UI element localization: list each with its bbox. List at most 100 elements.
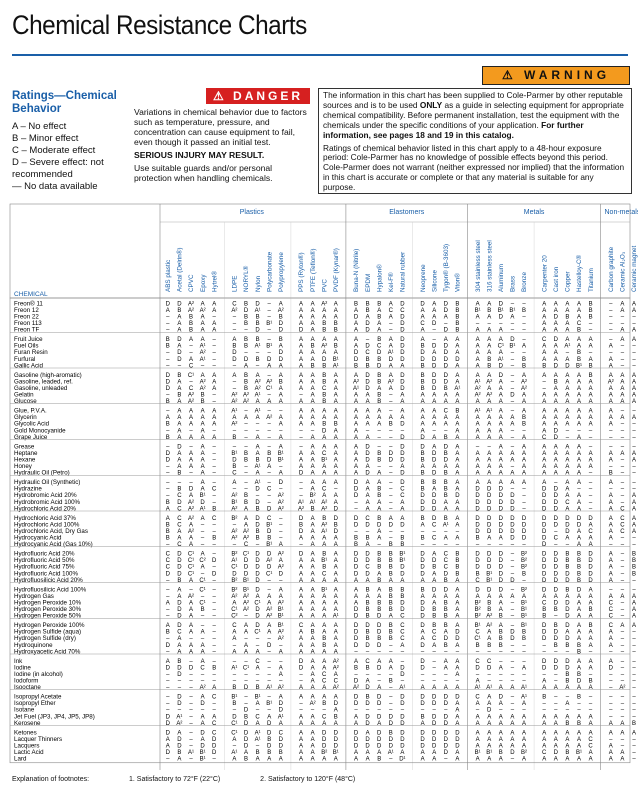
- rating: D: [420, 643, 425, 649]
- rating: C¹: [199, 578, 205, 584]
- rating: D: [177, 743, 182, 749]
- rating: –: [166, 357, 170, 363]
- rating: B: [279, 379, 283, 385]
- rating: A: [354, 464, 358, 470]
- rating: A: [577, 409, 581, 415]
- column-header: LDPE: [232, 276, 239, 292]
- rating: A: [510, 314, 514, 320]
- rating: A²: [188, 308, 194, 314]
- rating: –: [389, 428, 393, 434]
- rating: A: [522, 457, 526, 463]
- rating: A²: [231, 594, 237, 600]
- chemical-name: Hydrofluoric Acid 50%: [14, 557, 75, 564]
- rating: C: [166, 558, 171, 564]
- rating: A: [565, 536, 569, 542]
- rating: C: [212, 730, 217, 736]
- rating: –: [279, 643, 283, 649]
- rating: D: [255, 614, 260, 620]
- rating: B: [444, 600, 448, 606]
- rating: A: [589, 643, 593, 649]
- rating: A: [565, 457, 569, 463]
- rating: A: [299, 409, 303, 415]
- rating: D: [565, 600, 570, 606]
- rating: A: [632, 516, 636, 522]
- rating: –: [354, 649, 358, 655]
- rating: A: [311, 480, 315, 486]
- rating: B: [444, 451, 448, 457]
- rating: –: [256, 350, 260, 356]
- rating: –: [621, 607, 625, 613]
- rating: D: [377, 737, 382, 743]
- rating: A: [201, 314, 205, 320]
- rating: D: [279, 321, 284, 327]
- rating: D: [499, 487, 504, 493]
- rating: A: [177, 757, 181, 763]
- rating: D: [499, 506, 504, 512]
- rating: –: [589, 493, 593, 499]
- rating: C: [322, 451, 327, 457]
- rating: B: [377, 565, 381, 571]
- rating: A: [322, 659, 326, 665]
- rating: –: [213, 649, 217, 655]
- rating: D: [400, 379, 405, 385]
- rating: D: [400, 451, 405, 457]
- rating: –: [554, 708, 558, 714]
- column-header: Polycarbonate: [266, 251, 273, 292]
- rating: B: [322, 373, 326, 379]
- rating: –: [632, 737, 636, 743]
- rating: B: [565, 679, 569, 685]
- rating: –: [166, 542, 170, 548]
- rating: A: [189, 623, 193, 629]
- rating: –: [444, 679, 448, 685]
- rating: A: [322, 464, 326, 470]
- rating: –: [511, 607, 515, 613]
- rating: –: [201, 623, 205, 629]
- rating: –: [256, 636, 260, 642]
- rating: –: [256, 672, 260, 678]
- rating: C¹: [254, 600, 260, 606]
- rating: –: [213, 600, 217, 606]
- rating: –: [632, 685, 636, 691]
- rating: B: [421, 373, 425, 379]
- rating: –: [522, 487, 526, 493]
- rating: A: [487, 737, 491, 743]
- rating: D: [232, 714, 237, 720]
- rating: A: [322, 444, 326, 450]
- rating: –: [632, 350, 636, 356]
- rating: –: [166, 594, 170, 600]
- rating: A: [632, 730, 636, 736]
- rating: A: [377, 587, 381, 593]
- rating: –: [511, 565, 515, 571]
- rating: –: [421, 708, 425, 714]
- rating: A: [554, 743, 558, 749]
- rating: B²: [521, 552, 527, 558]
- rating: A: [620, 379, 624, 385]
- rating: D: [177, 623, 182, 629]
- rating: A: [476, 415, 480, 421]
- rating: –: [621, 701, 625, 707]
- rating: A: [354, 422, 358, 428]
- rating: A: [620, 757, 624, 763]
- rating: B: [522, 415, 526, 421]
- rating: D: [542, 506, 547, 512]
- rating: D: [542, 522, 547, 528]
- rating: A: [565, 328, 569, 334]
- rating: A: [455, 623, 459, 629]
- rating: A: [177, 379, 181, 385]
- rating: D: [554, 500, 559, 506]
- rating: B: [377, 314, 381, 320]
- rating: D: [177, 301, 182, 307]
- rating: A: [322, 578, 326, 584]
- rating: A²: [243, 600, 249, 606]
- rating: D: [565, 607, 570, 613]
- chemical-name: Gasoline, unleaded: [14, 385, 68, 392]
- info-paragraph: The information in this chart has been s…: [323, 90, 627, 141]
- rating: –: [256, 493, 260, 499]
- rating: B: [632, 552, 636, 558]
- rating: B: [432, 623, 436, 629]
- rating: –: [621, 614, 625, 620]
- rating: A: [554, 444, 558, 450]
- rating: B: [499, 630, 503, 636]
- rating: –: [621, 714, 625, 720]
